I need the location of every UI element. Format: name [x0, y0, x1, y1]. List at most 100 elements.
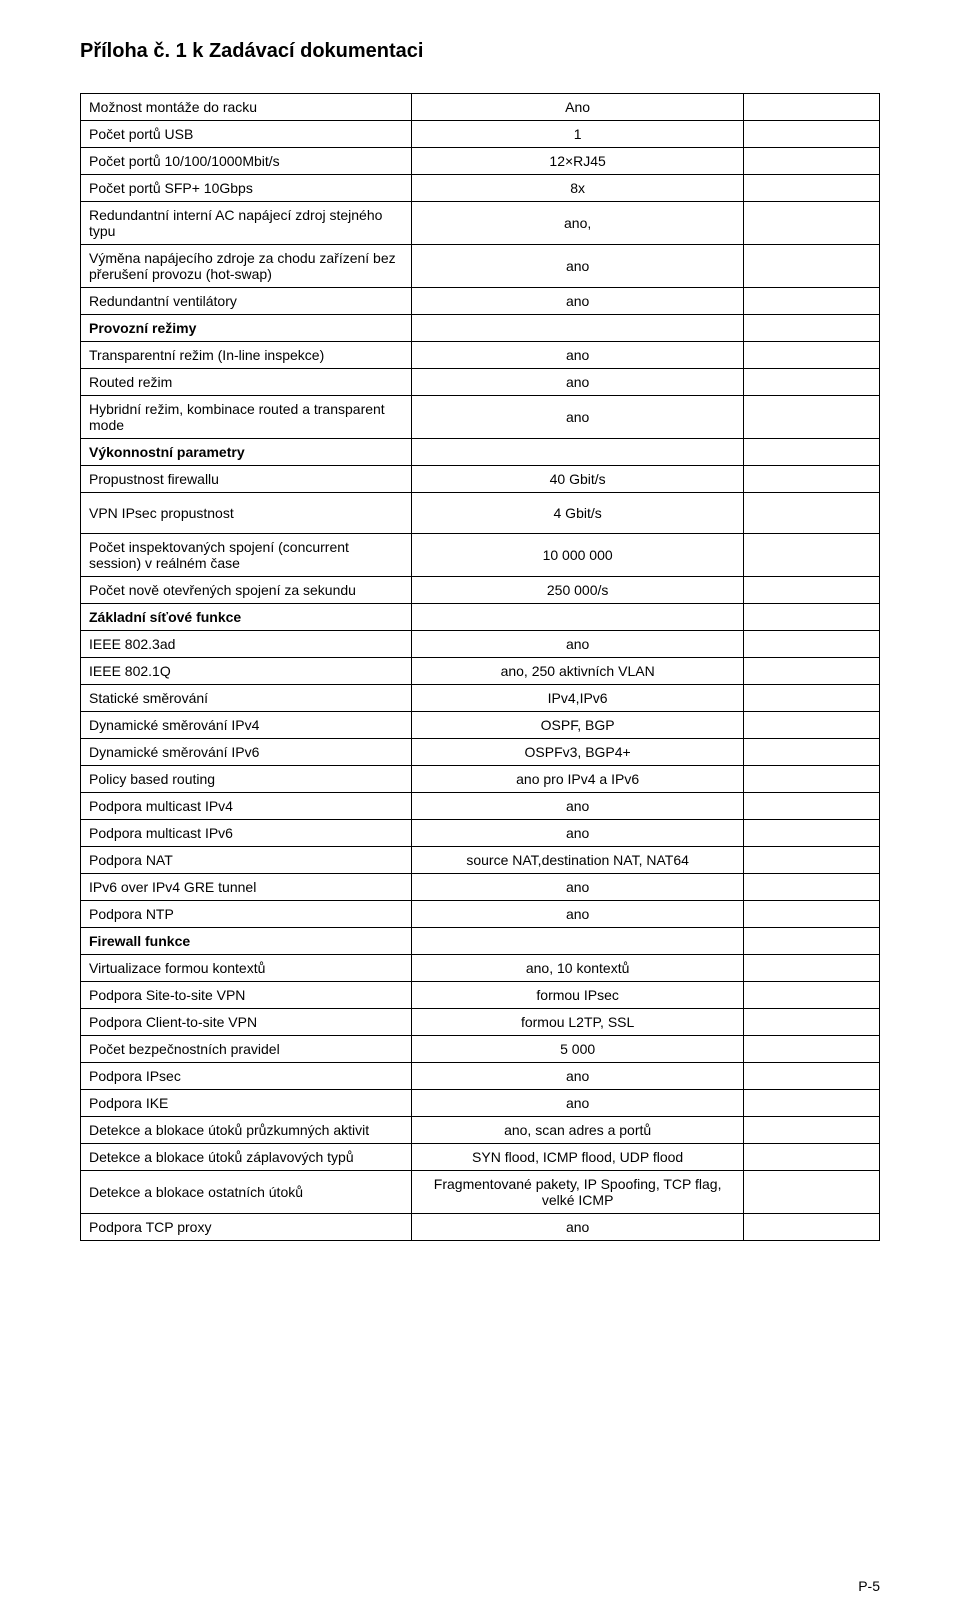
param-cell: Počet portů SFP+ 10Gbps — [81, 175, 412, 202]
param-cell: Podpora TCP proxy — [81, 1214, 412, 1241]
table-row: Podpora multicast IPv4ano — [81, 793, 880, 820]
value-cell: 10 000 000 — [412, 534, 743, 577]
value-cell: ano — [412, 874, 743, 901]
table-row: Virtualizace formou kontextůano, 10 kont… — [81, 955, 880, 982]
table-row: Výkonnostní parametry — [81, 439, 880, 466]
value-cell: OSPFv3, BGP4+ — [412, 739, 743, 766]
value-cell: ano — [412, 901, 743, 928]
param-cell: Policy based routing — [81, 766, 412, 793]
table-row: Podpora NATsource NAT,destination NAT, N… — [81, 847, 880, 874]
empty-cell — [743, 315, 879, 342]
empty-cell — [743, 577, 879, 604]
empty-cell — [743, 493, 879, 534]
table-row: IEEE 802.3adano — [81, 631, 880, 658]
param-cell: Redundantní interní AC napájecí zdroj st… — [81, 202, 412, 245]
empty-cell — [743, 439, 879, 466]
value-cell: ano pro IPv4 a IPv6 — [412, 766, 743, 793]
empty-cell — [743, 847, 879, 874]
empty-cell — [743, 1063, 879, 1090]
table-row: Počet inspektovaných spojení (concurrent… — [81, 534, 880, 577]
value-cell: ano — [412, 396, 743, 439]
empty-cell — [743, 369, 879, 396]
value-cell: ano — [412, 820, 743, 847]
table-row: Podpora TCP proxyano — [81, 1214, 880, 1241]
value-cell — [412, 439, 743, 466]
empty-cell — [743, 739, 879, 766]
table-row: VPN IPsec propustnost4 Gbit/s — [81, 493, 880, 534]
empty-cell — [743, 685, 879, 712]
empty-cell — [743, 955, 879, 982]
table-row: Redundantní ventilátoryano — [81, 288, 880, 315]
empty-cell — [743, 1090, 879, 1117]
param-cell: Výkonnostní parametry — [81, 439, 412, 466]
table-row: Policy based routingano pro IPv4 a IPv6 — [81, 766, 880, 793]
value-cell: 40 Gbit/s — [412, 466, 743, 493]
param-cell: Redundantní ventilátory — [81, 288, 412, 315]
param-cell: Firewall funkce — [81, 928, 412, 955]
param-cell: IEEE 802.1Q — [81, 658, 412, 685]
empty-cell — [743, 928, 879, 955]
value-cell: ano — [412, 369, 743, 396]
value-cell: ano, — [412, 202, 743, 245]
table-row: Detekce a blokace útoků průzkumných akti… — [81, 1117, 880, 1144]
value-cell: 8x — [412, 175, 743, 202]
table-row: IPv6 over IPv4 GRE tunnelano — [81, 874, 880, 901]
param-cell: Hybridní režim, kombinace routed a trans… — [81, 396, 412, 439]
table-row: Hybridní režim, kombinace routed a trans… — [81, 396, 880, 439]
value-cell: ano, 10 kontextů — [412, 955, 743, 982]
param-cell: Dynamické směrování IPv4 — [81, 712, 412, 739]
param-cell: Podpora multicast IPv6 — [81, 820, 412, 847]
empty-cell — [743, 820, 879, 847]
table-row: Podpora IKEano — [81, 1090, 880, 1117]
empty-cell — [743, 148, 879, 175]
param-cell: Detekce a blokace ostatních útoků — [81, 1171, 412, 1214]
table-row: Propustnost firewallu40 Gbit/s — [81, 466, 880, 493]
empty-cell — [743, 245, 879, 288]
param-cell: Transparentní režim (In-line inspekce) — [81, 342, 412, 369]
param-cell: Routed režim — [81, 369, 412, 396]
value-cell: SYN flood, ICMP flood, UDP flood — [412, 1144, 743, 1171]
value-cell: formou IPsec — [412, 982, 743, 1009]
table-row: Podpora Site-to-site VPNformou IPsec — [81, 982, 880, 1009]
value-cell: ano — [412, 288, 743, 315]
table-row: Transparentní režim (In-line inspekce)an… — [81, 342, 880, 369]
table-row: Počet nově otevřených spojení za sekundu… — [81, 577, 880, 604]
page-title: Příloha č. 1 k Zadávací dokumentaci — [80, 40, 880, 63]
value-cell: ano — [412, 631, 743, 658]
empty-cell — [743, 202, 879, 245]
param-cell: Podpora NAT — [81, 847, 412, 874]
table-row: IEEE 802.1Qano, 250 aktivních VLAN — [81, 658, 880, 685]
param-cell: Dynamické směrování IPv6 — [81, 739, 412, 766]
empty-cell — [743, 1144, 879, 1171]
table-row: Počet portů SFP+ 10Gbps8x — [81, 175, 880, 202]
value-cell: ano, scan adres a portů — [412, 1117, 743, 1144]
empty-cell — [743, 1117, 879, 1144]
value-cell: ano — [412, 1063, 743, 1090]
empty-cell — [743, 466, 879, 493]
param-cell: Podpora IKE — [81, 1090, 412, 1117]
param-cell: IEEE 802.3ad — [81, 631, 412, 658]
empty-cell — [743, 1009, 879, 1036]
param-cell: Počet portů 10/100/1000Mbit/s — [81, 148, 412, 175]
empty-cell — [743, 288, 879, 315]
table-row: Podpora Client-to-site VPNformou L2TP, S… — [81, 1009, 880, 1036]
empty-cell — [743, 604, 879, 631]
value-cell: Ano — [412, 94, 743, 121]
param-cell: Podpora Site-to-site VPN — [81, 982, 412, 1009]
param-cell: VPN IPsec propustnost — [81, 493, 412, 534]
table-row: Základní síťové funkce — [81, 604, 880, 631]
table-row: Provozní režimy — [81, 315, 880, 342]
table-row: Dynamické směrování IPv4OSPF, BGP — [81, 712, 880, 739]
value-cell: 5 000 — [412, 1036, 743, 1063]
empty-cell — [743, 94, 879, 121]
param-cell: Možnost montáže do racku — [81, 94, 412, 121]
param-cell: Detekce a blokace útoků záplavových typů — [81, 1144, 412, 1171]
empty-cell — [743, 121, 879, 148]
value-cell: ano — [412, 1090, 743, 1117]
empty-cell — [743, 631, 879, 658]
param-cell: Základní síťové funkce — [81, 604, 412, 631]
value-cell: ano, 250 aktivních VLAN — [412, 658, 743, 685]
value-cell: 1 — [412, 121, 743, 148]
param-cell: Podpora NTP — [81, 901, 412, 928]
value-cell: OSPF, BGP — [412, 712, 743, 739]
